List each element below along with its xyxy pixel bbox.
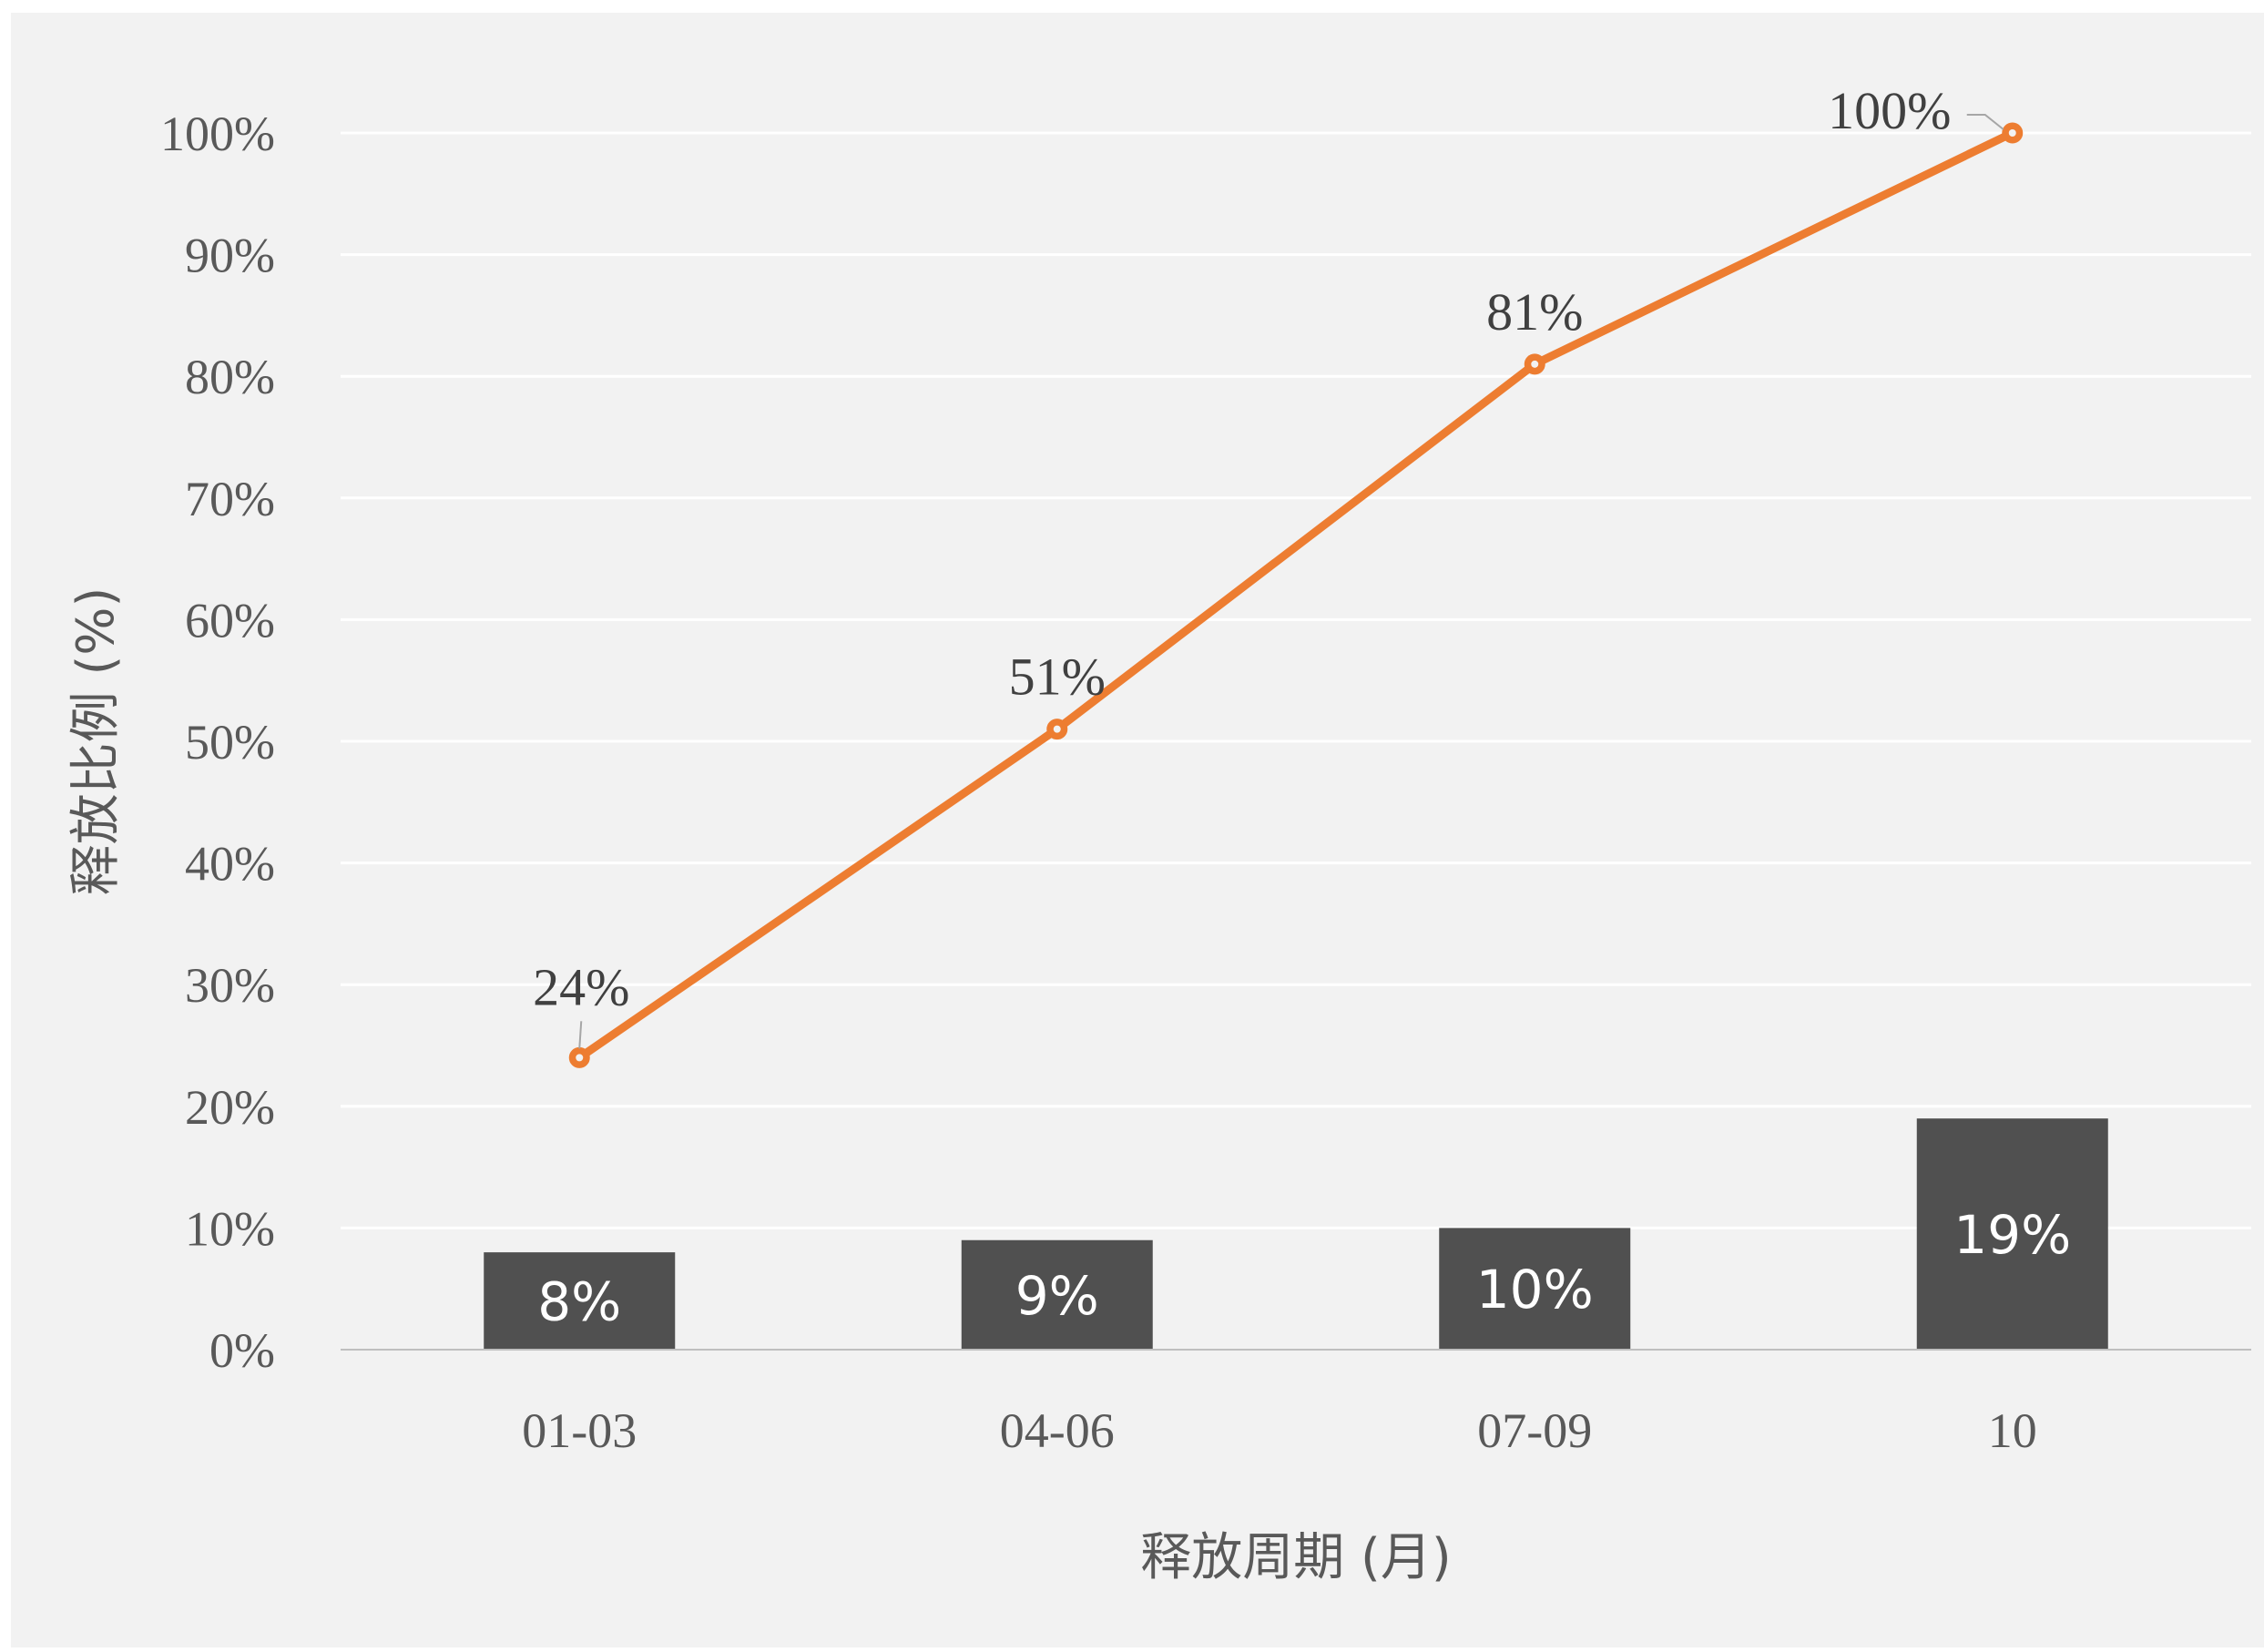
bar-data-label: 10% — [1476, 1259, 1594, 1321]
bar — [961, 1239, 1153, 1350]
bar-series: 8% 9% 10% 19% — [484, 1118, 2108, 1350]
x-tick-label: 04-06 — [1000, 1403, 1115, 1458]
x-tick-label: 07-09 — [1477, 1403, 1592, 1458]
y-tick-label: 20% — [185, 1080, 275, 1135]
line-point-center — [576, 1054, 584, 1062]
x-axis-ticks: 01-03 04-06 07-09 10 — [522, 1403, 2036, 1458]
y-tick-label: 80% — [185, 350, 275, 404]
y-tick-label: 30% — [185, 958, 275, 1013]
y-tick-label: 10% — [185, 1201, 275, 1256]
line-point-center — [1531, 360, 1539, 368]
x-axis-title: 释放周期 (月) — [1140, 1528, 1452, 1587]
line-point-center — [1053, 725, 1061, 733]
x-tick-label: 10 — [1988, 1403, 2037, 1458]
bar-data-label: 8% — [537, 1271, 621, 1333]
line-data-label: 24% — [533, 957, 629, 1016]
bar-data-label: 9% — [1015, 1265, 1099, 1327]
y-axis-title: 释放比例 (%) — [66, 587, 126, 896]
bar — [484, 1252, 676, 1350]
chart-area: 0% 10% 20% 30% 40% 50% 60% 70% 80% 90% 100% 8% 9% 10… — [11, 13, 2264, 1647]
line-path — [575, 128, 2017, 1062]
combo-chart: 0% 10% 20% 30% 40% 50% 60% 70% 80% 90% 100% 8% 9% 10… — [66, 81, 2251, 1587]
line-data-label: 51% — [1009, 648, 1106, 707]
y-tick-label: 70% — [185, 472, 275, 526]
line-data-label: 81% — [1486, 282, 1583, 342]
bar-data-label: 19% — [1953, 1204, 2071, 1266]
y-tick-label: 100% — [160, 107, 275, 161]
y-tick-label: 0% — [209, 1323, 275, 1378]
x-tick-label: 01-03 — [522, 1403, 637, 1458]
line-point-center — [2008, 129, 2016, 137]
bar — [1439, 1228, 1631, 1350]
leader-line — [1966, 114, 2004, 130]
y-tick-label: 40% — [185, 837, 275, 892]
line-data-label: 100% — [1828, 81, 1951, 140]
y-axis-ticks: 0% 10% 20% 30% 40% 50% 60% 70% 80% 90% 100% — [160, 107, 275, 1378]
y-tick-label: 60% — [185, 593, 275, 648]
y-tick-label: 90% — [185, 229, 275, 283]
y-tick-label: 50% — [185, 715, 275, 770]
gridlines — [341, 131, 2251, 1229]
leader-line — [578, 1021, 583, 1049]
line-series: 24% 51% 81% 100% — [533, 81, 2024, 1068]
bar — [1916, 1118, 2108, 1350]
